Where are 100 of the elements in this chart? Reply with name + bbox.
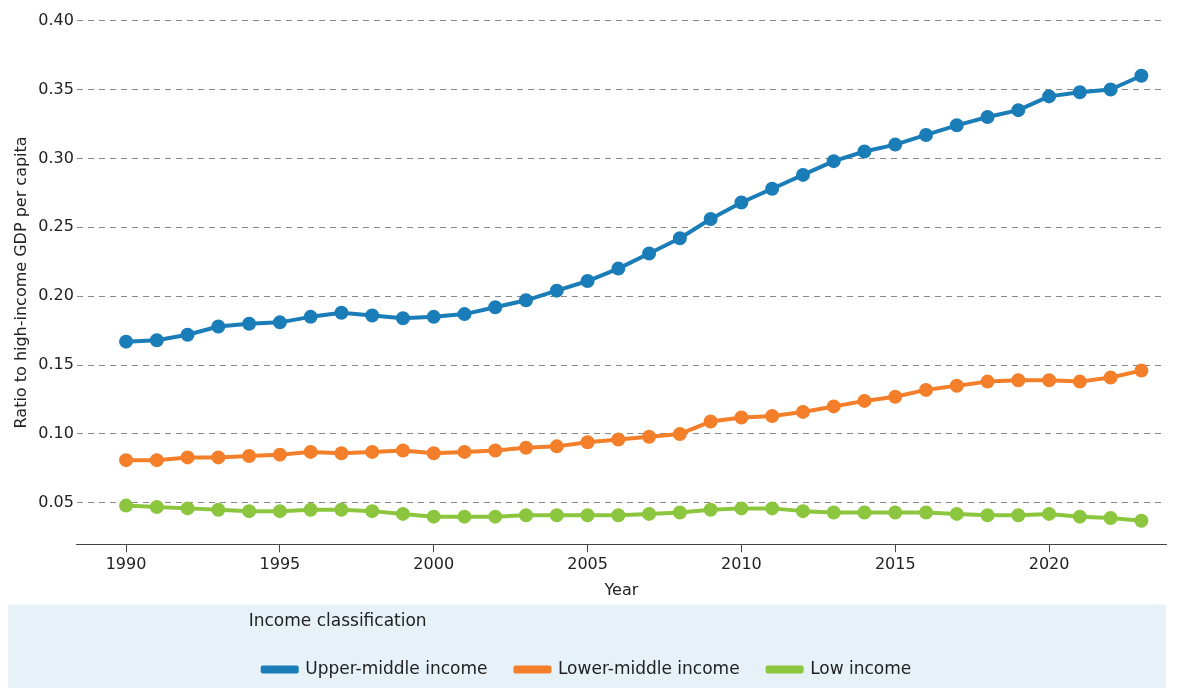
point bbox=[519, 508, 534, 523]
point bbox=[765, 181, 780, 196]
point bbox=[1103, 82, 1118, 97]
point bbox=[242, 504, 257, 519]
point bbox=[672, 231, 687, 246]
point bbox=[1011, 508, 1026, 523]
point bbox=[826, 505, 841, 520]
point bbox=[549, 283, 564, 298]
point bbox=[1042, 506, 1057, 521]
point bbox=[1134, 68, 1149, 83]
point bbox=[242, 316, 257, 331]
point bbox=[642, 506, 657, 521]
point bbox=[334, 502, 349, 517]
x-axis-title: Year bbox=[603, 580, 639, 600]
point bbox=[888, 137, 903, 152]
point bbox=[395, 443, 410, 458]
point bbox=[549, 508, 564, 523]
point bbox=[949, 506, 964, 521]
point bbox=[703, 212, 718, 227]
point bbox=[919, 127, 934, 142]
point bbox=[488, 443, 503, 458]
y-tick-label: 0.25 bbox=[38, 216, 74, 236]
point bbox=[734, 501, 749, 516]
point bbox=[457, 509, 472, 524]
point bbox=[211, 502, 226, 517]
point bbox=[211, 319, 226, 334]
point bbox=[149, 453, 164, 468]
x-tick-label: 2015 bbox=[874, 553, 916, 573]
point bbox=[1072, 374, 1087, 389]
x-tick-label: 1990 bbox=[105, 553, 147, 573]
point bbox=[180, 450, 195, 465]
point bbox=[519, 293, 534, 308]
point bbox=[580, 508, 595, 523]
point bbox=[1103, 511, 1118, 526]
point bbox=[1011, 103, 1026, 118]
x-tick-label: 2020 bbox=[1028, 553, 1070, 573]
point bbox=[857, 393, 872, 408]
y-tick-label: 0.15 bbox=[38, 354, 74, 374]
point bbox=[395, 311, 410, 326]
x-tick-label: 2005 bbox=[567, 553, 608, 573]
point bbox=[365, 308, 380, 323]
point bbox=[149, 333, 164, 348]
point bbox=[611, 261, 626, 276]
point bbox=[119, 498, 134, 513]
point bbox=[672, 426, 687, 441]
point bbox=[272, 504, 287, 519]
y-tick-label: 0.10 bbox=[38, 423, 74, 443]
point bbox=[549, 439, 564, 454]
point bbox=[272, 447, 287, 462]
y-tick-label: 0.05 bbox=[38, 492, 74, 512]
point bbox=[919, 382, 934, 397]
point bbox=[580, 274, 595, 289]
point bbox=[703, 502, 718, 517]
x-tick-label: 2010 bbox=[721, 553, 762, 573]
point bbox=[303, 502, 318, 517]
point bbox=[734, 195, 749, 210]
point bbox=[857, 144, 872, 159]
legend-title: Income classification bbox=[248, 609, 427, 630]
point bbox=[611, 432, 626, 447]
point bbox=[795, 504, 810, 519]
point bbox=[795, 404, 810, 419]
point bbox=[611, 508, 626, 523]
point bbox=[457, 307, 472, 322]
point bbox=[211, 450, 226, 465]
point bbox=[888, 389, 903, 404]
point bbox=[795, 167, 810, 182]
point bbox=[642, 246, 657, 261]
point bbox=[765, 501, 780, 516]
point bbox=[1072, 509, 1087, 524]
point bbox=[303, 444, 318, 459]
legend-label: Low income bbox=[810, 657, 912, 678]
point bbox=[242, 449, 257, 464]
point bbox=[580, 435, 595, 450]
y-tick-label: 0.35 bbox=[38, 78, 74, 98]
point bbox=[180, 501, 195, 516]
point bbox=[826, 399, 841, 414]
point bbox=[642, 429, 657, 444]
point bbox=[426, 446, 441, 461]
point bbox=[672, 505, 687, 520]
point bbox=[826, 154, 841, 169]
legend-label: Lower-middle income bbox=[557, 657, 740, 678]
point bbox=[426, 509, 441, 524]
point bbox=[980, 508, 995, 523]
point bbox=[395, 506, 410, 521]
point bbox=[919, 505, 934, 520]
point bbox=[857, 505, 872, 520]
point bbox=[734, 410, 749, 425]
point bbox=[980, 110, 995, 125]
point bbox=[888, 505, 903, 520]
point bbox=[1134, 363, 1149, 378]
point bbox=[303, 309, 318, 324]
x-tick-label: 2000 bbox=[413, 553, 455, 573]
y-axis-title: Ratio to high-income GDP per capita bbox=[10, 136, 30, 429]
point bbox=[180, 327, 195, 342]
point bbox=[119, 453, 134, 468]
y-tick-label: 0.20 bbox=[38, 285, 74, 305]
point bbox=[365, 444, 380, 459]
y-tick-label: 0.40 bbox=[38, 9, 74, 29]
point bbox=[980, 374, 995, 389]
point bbox=[703, 414, 718, 429]
